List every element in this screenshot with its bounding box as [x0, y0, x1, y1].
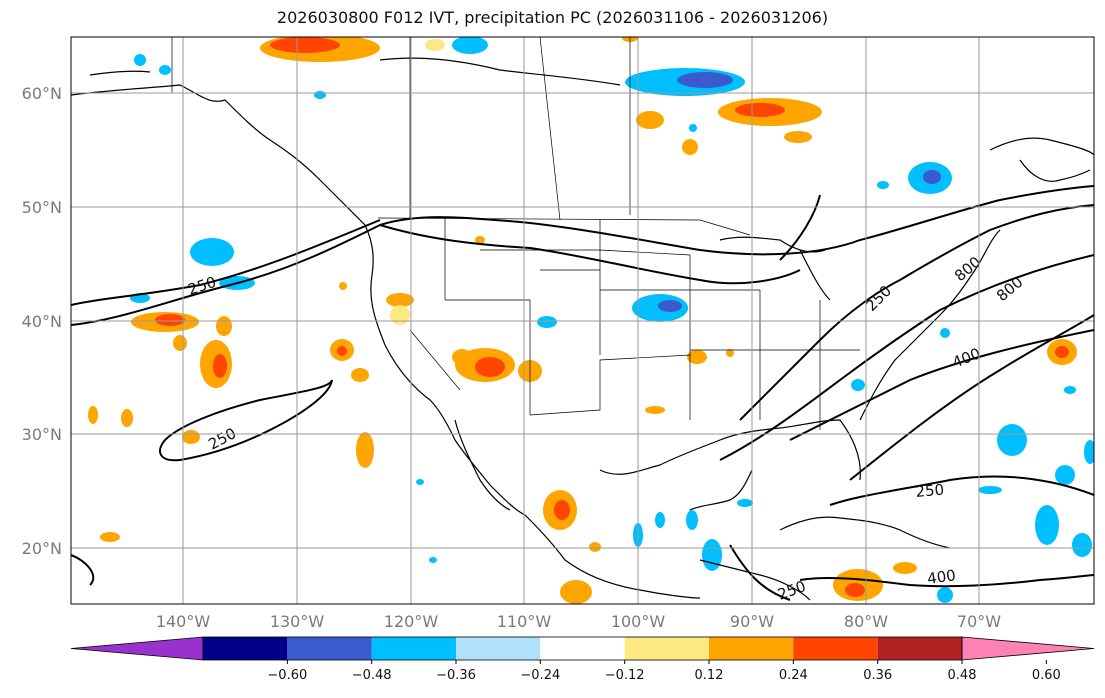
colorbar-tick-label: −0.12 [605, 668, 645, 683]
lat-tick-label: 20°N [22, 539, 62, 558]
colorbar-swatch [793, 637, 878, 660]
lat-tick-label: 30°N [22, 425, 62, 444]
colorbar-tick-label: −0.24 [520, 668, 560, 683]
map-frame [70, 36, 1095, 605]
colorbar-tick-label: −0.36 [436, 668, 476, 683]
colorbar-tick-label: −0.60 [267, 668, 307, 683]
colorbar-swatch [203, 637, 288, 660]
lat-tick-label: 50°N [22, 198, 62, 217]
colorbar-tick-label: 0.48 [948, 668, 977, 683]
lon-tick-label: 140°W [156, 612, 211, 631]
colorbar-extend-high [961, 636, 1095, 661]
lat-axis: 60°N 50°N 40°N 30°N 20°N [22, 84, 62, 558]
colorbar-swatch [371, 637, 456, 660]
colorbar-tick-label: −0.48 [352, 668, 392, 683]
lat-tick-label: 60°N [22, 84, 62, 103]
lon-axis: 140°W 130°W 120°W 110°W 100°W 90°W 80°W … [156, 612, 1001, 631]
colorbar-tick-label: 0.36 [863, 668, 892, 683]
colorbar-tick-label: 0.24 [779, 668, 808, 683]
colorbar: −0.60 −0.48 −0.36 −0.24 −0.12 0.12 0.24 0.36 0.4… [70, 636, 1095, 683]
colorbar-swatch [877, 637, 962, 660]
coastlines [71, 57, 1094, 601]
lon-tick-label: 90°W [730, 612, 774, 631]
colorbar-swatch [287, 637, 372, 660]
colorbar-swatch [456, 637, 541, 660]
lon-tick-label: 100°W [611, 612, 666, 631]
colorbar-extend-low [70, 636, 204, 661]
lon-tick-label: 110°W [497, 612, 552, 631]
colorbar-tick-label: 0.60 [1032, 668, 1061, 683]
colorbar-swatch [709, 637, 794, 660]
lon-tick-label: 120°W [384, 612, 439, 631]
contour-label: 400 [926, 566, 957, 588]
colorbar-tick-label: 0.12 [695, 668, 724, 683]
colorbar-swatch [624, 637, 709, 660]
map-title: 2026030800 F012 IVT, precipitation PC (2… [276, 8, 829, 27]
ivt-contours [71, 185, 1094, 601]
lon-tick-label: 130°W [270, 612, 325, 631]
lon-tick-label: 70°W [957, 612, 1001, 631]
lon-tick-label: 80°W [844, 612, 888, 631]
precip-shading [88, 37, 1094, 604]
gridlines [71, 37, 1094, 604]
colorbar-swatch [540, 637, 625, 660]
lat-tick-label: 40°N [22, 312, 62, 331]
contour-label: 250 [915, 481, 945, 501]
colorbar-outline [202, 636, 963, 661]
